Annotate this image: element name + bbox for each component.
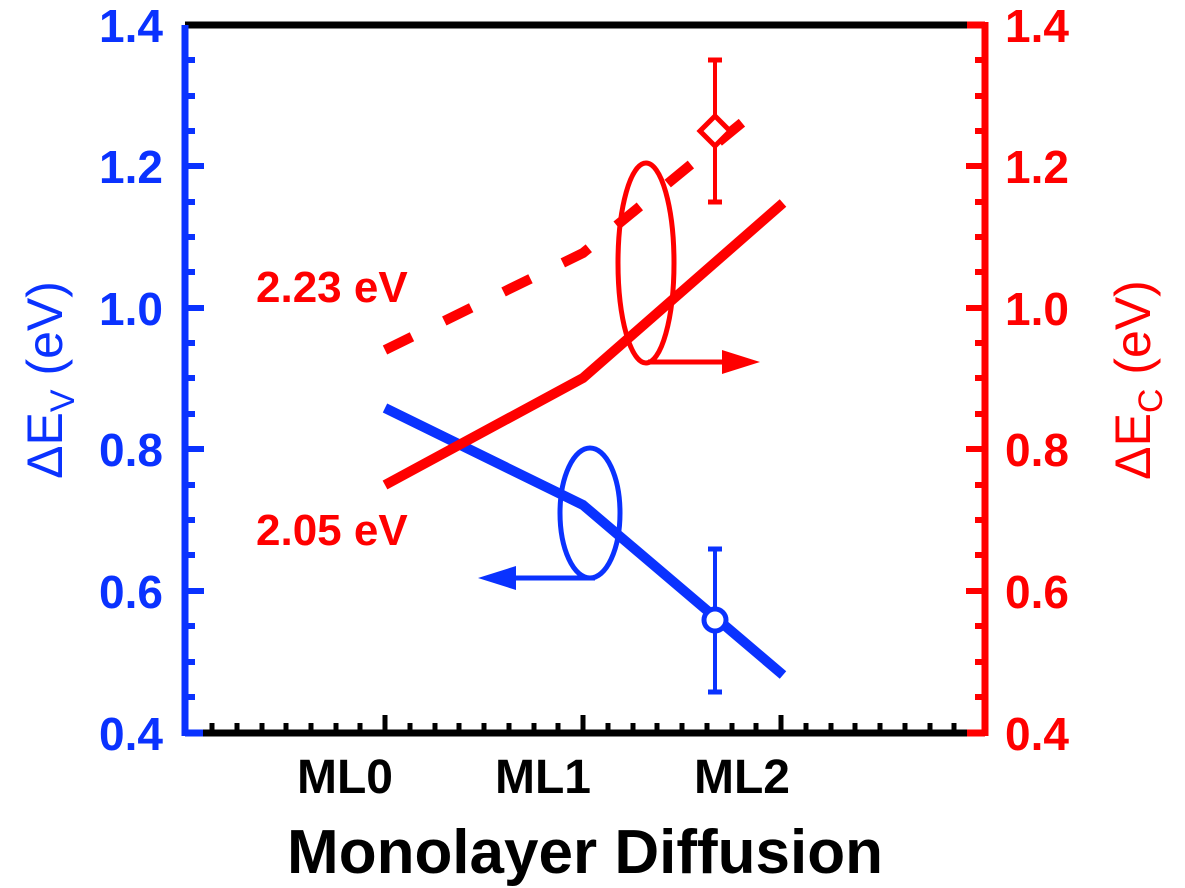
red-ellipse-icon [615,160,677,366]
left-tick-1.0: 1.0 [99,283,163,335]
x-tick-ml2: ML2 [694,751,790,804]
right-tick-0.4: 0.4 [1005,708,1069,760]
left-tick-0.6: 0.6 [99,566,163,618]
annotation-2.05-ev: 2.05 eV [256,506,408,555]
x-tick-ml0: ML0 [297,751,393,804]
left-tick-1.2: 1.2 [99,141,163,193]
blue-measured-point [701,546,729,695]
arrow-left-icon [478,566,516,590]
x-axis-title: Monolayer Diffusion [287,818,883,887]
right-tick-0.8: 0.8 [1005,424,1069,476]
x-axis-ticks [209,715,957,733]
right-tick-1.2: 1.2 [1005,141,1069,193]
left-tick-0.4: 0.4 [99,708,163,760]
red-measured-point [696,57,734,205]
right-axis [966,21,989,737]
diamond-marker-icon [696,112,734,150]
blue-axis-indicator [478,445,623,590]
right-tick-1.0: 1.0 [1005,283,1069,335]
series-delta-ec-223 [382,108,759,355]
right-tick-0.6: 0.6 [1005,566,1069,618]
left-tick-0.8: 0.8 [99,424,163,476]
red-axis-indicator [615,160,760,374]
arrow-right-icon [722,350,760,374]
series-delta-ec-205 [382,199,787,490]
left-tick-1.4: 1.4 [99,0,163,52]
right-tick-1.4: 1.4 [1005,0,1069,52]
x-tick-ml1: ML1 [495,751,591,804]
right-y-axis-title: ΔEC (eV) [1105,280,1170,480]
circle-marker-icon [701,606,729,634]
left-axis [181,25,204,737]
left-y-axis-title: ΔEV (eV) [17,281,82,479]
annotation-2.23-ev: 2.23 eV [256,263,408,312]
